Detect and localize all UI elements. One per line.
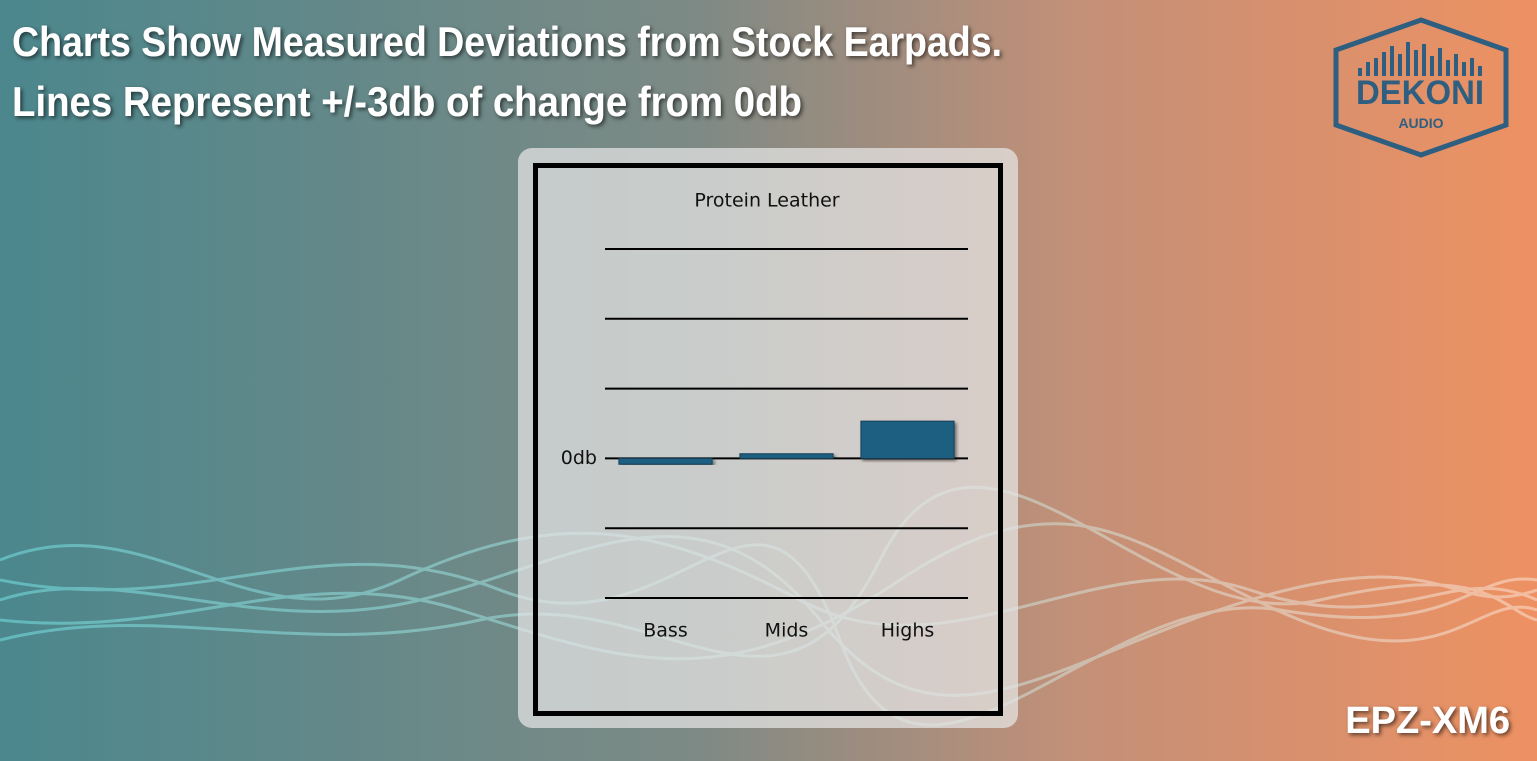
logo-bars [1358, 42, 1482, 76]
chart-panel [518, 148, 1018, 728]
y-tick-label: 0db [561, 447, 597, 469]
bar [618, 457, 713, 465]
plot: 0db Bass Mids Highs [561, 248, 968, 642]
logo-brand: DEKONI [1356, 74, 1484, 112]
bar [860, 420, 955, 459]
logo [1333, 17, 1509, 158]
chart-border [533, 163, 1003, 716]
model-label: EPZ-XM6 [1345, 700, 1510, 742]
header-line: Lines Represent +/-3db of change from 0d… [12, 78, 802, 125]
header-line: Charts Show Measured Deviations from Sto… [12, 18, 1002, 65]
x-tick-label: Mids [765, 620, 809, 642]
logo-hexagon [1333, 17, 1509, 158]
x-tick-label: Bass [643, 620, 687, 642]
logo-sub: AUDIO [1398, 115, 1443, 131]
bar [739, 453, 834, 459]
chart-title: Protein Leather [694, 190, 839, 212]
x-tick-label: Highs [881, 620, 935, 642]
